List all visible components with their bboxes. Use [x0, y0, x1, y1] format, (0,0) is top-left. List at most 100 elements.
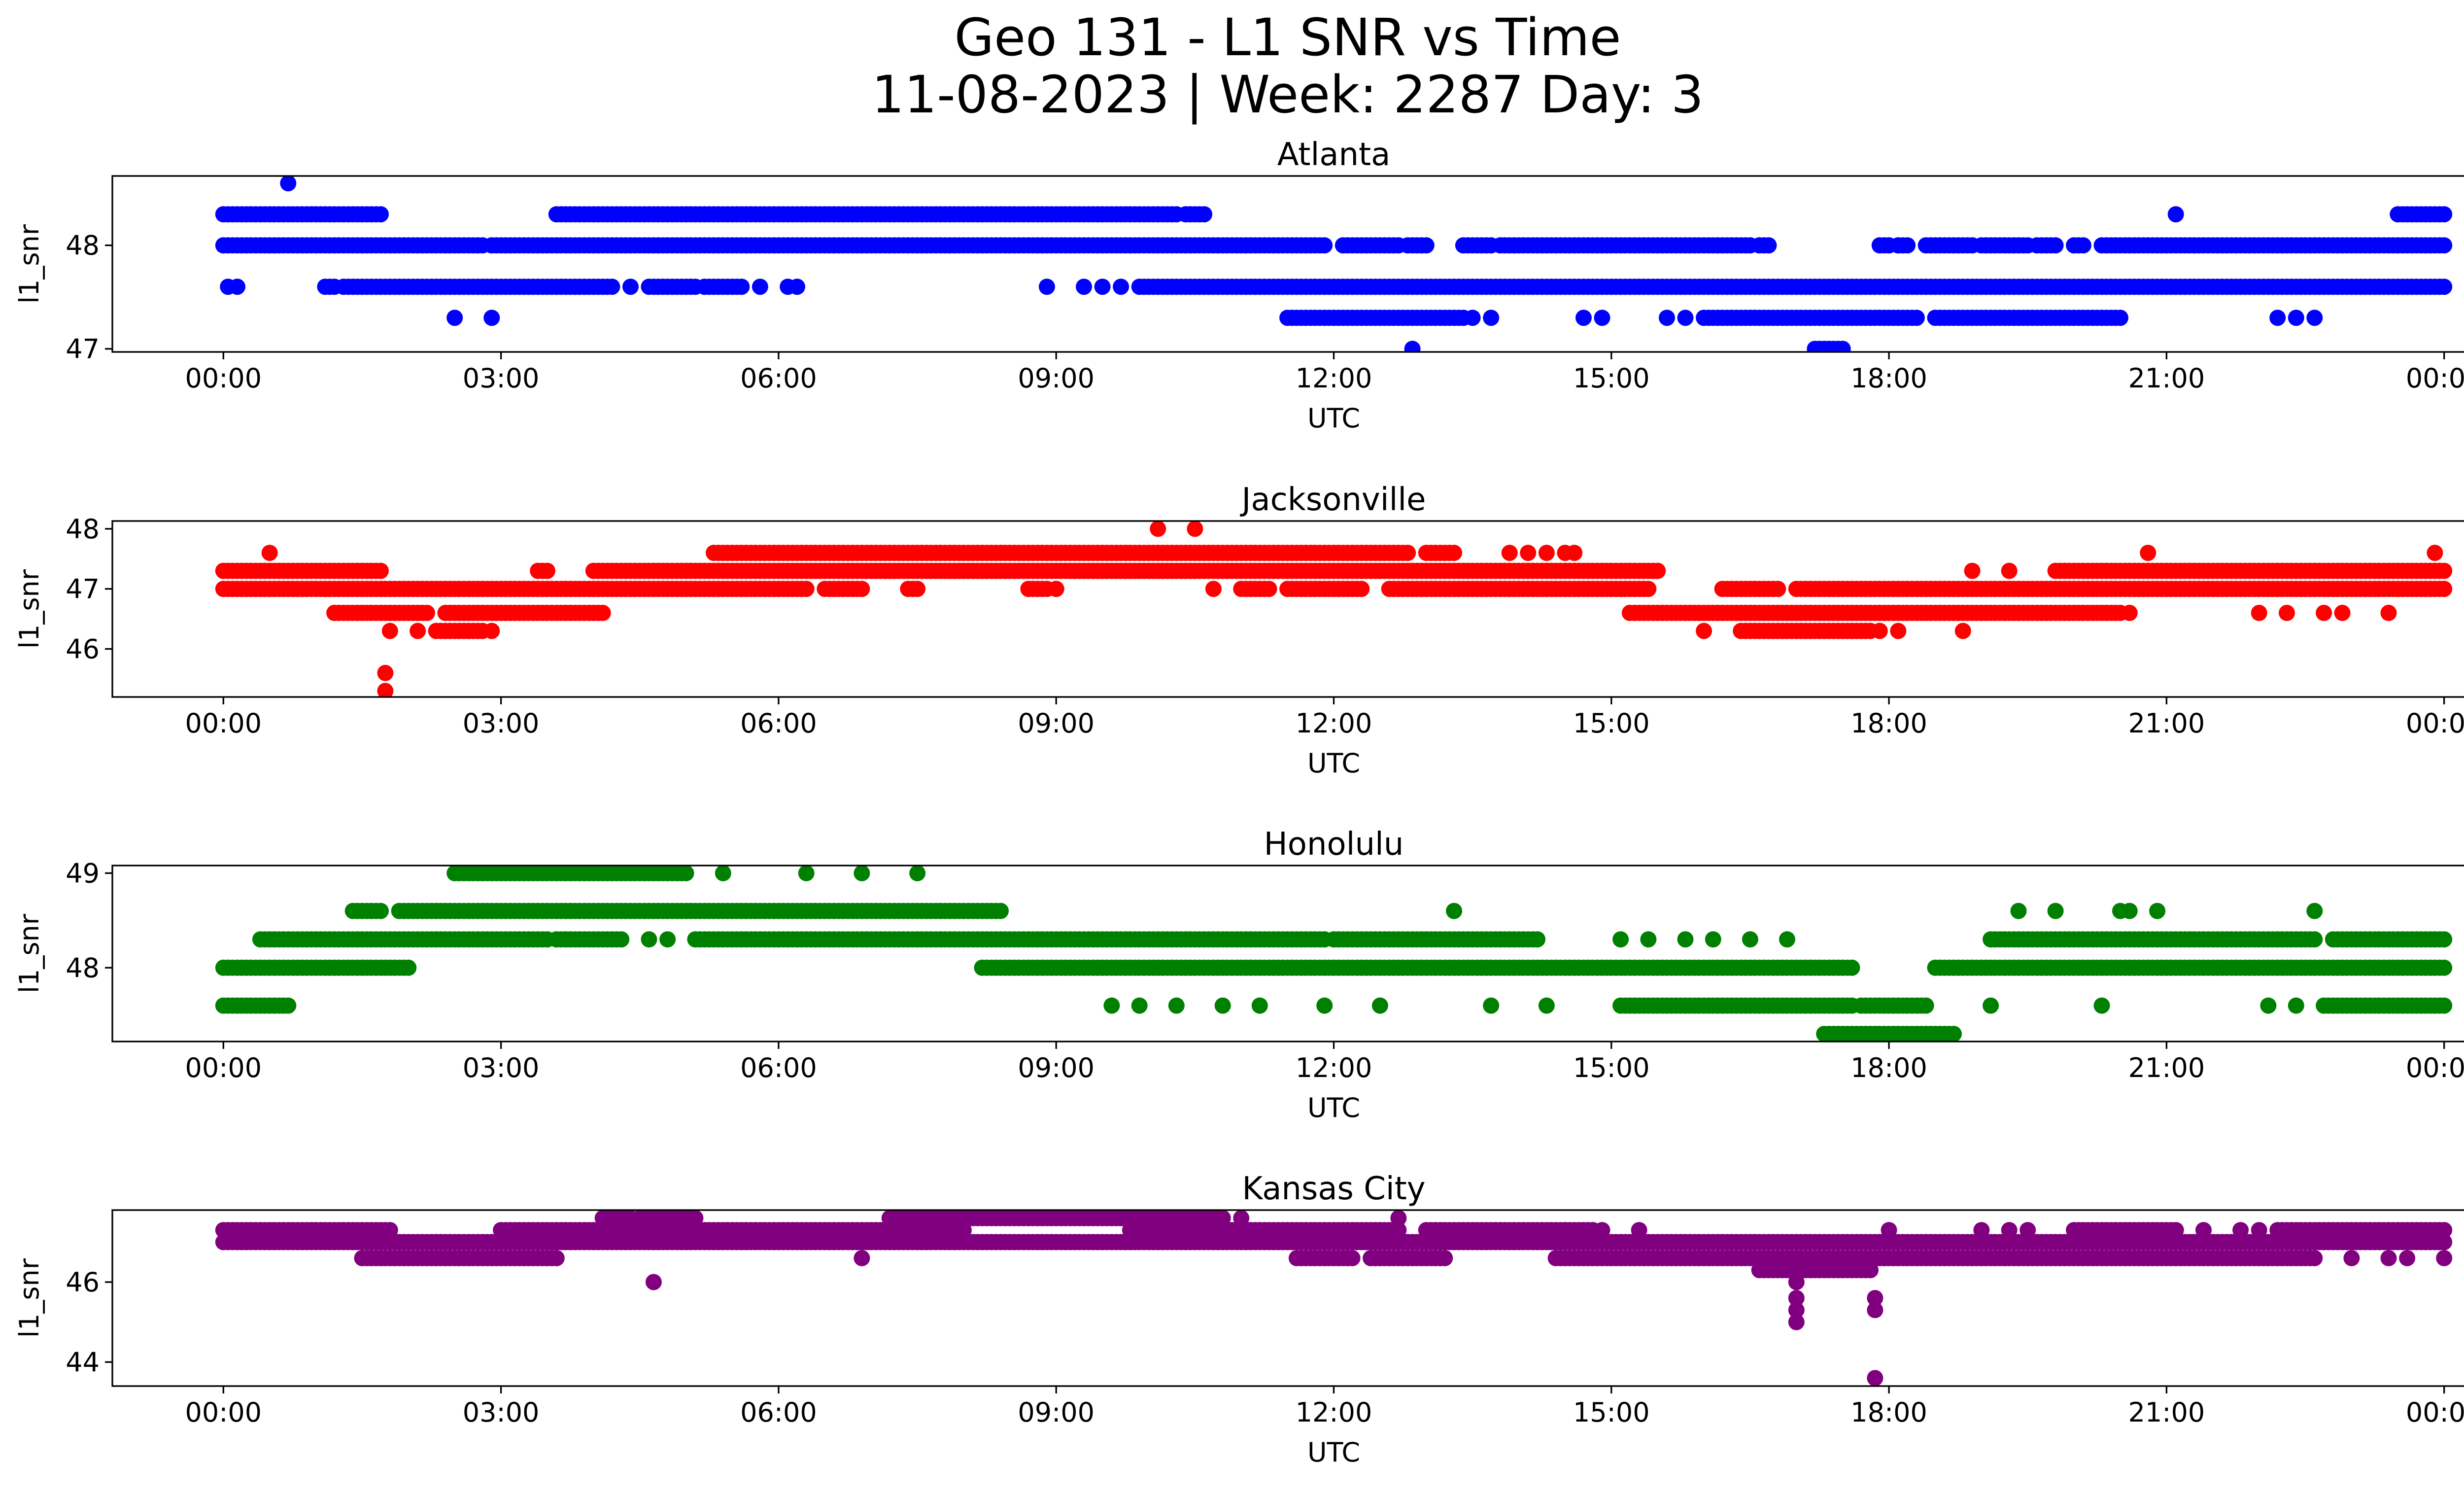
- x-tick-label: 18:00: [1850, 363, 1927, 394]
- data-point: [261, 545, 278, 561]
- x-tick-label: 18:00: [1850, 1397, 1927, 1428]
- x-tick-label: 00:00: [185, 1397, 262, 1428]
- data-point: [1076, 278, 1092, 295]
- data-point: [1538, 997, 1555, 1014]
- x-tick-label: 03:00: [463, 1397, 540, 1428]
- data-point: [622, 278, 639, 295]
- y-tick-label: 48: [66, 952, 100, 983]
- x-axis-label: UTC: [1307, 1437, 1360, 1468]
- data-point: [1788, 1314, 1805, 1330]
- data-point: [1529, 931, 1546, 948]
- data-point: [373, 562, 389, 579]
- x-tick-label: 00:00: [2406, 1397, 2464, 1428]
- data-point: [1973, 1222, 1990, 1239]
- data-point: [1168, 997, 1185, 1014]
- data-point: [446, 310, 463, 326]
- data-point: [1917, 997, 1934, 1014]
- data-point: [1788, 1302, 1805, 1319]
- x-tick-label: 03:00: [463, 1052, 540, 1083]
- data-point: [2316, 604, 2332, 621]
- data-point: [2436, 1250, 2453, 1266]
- data-point: [2001, 1222, 2018, 1239]
- data-point: [2408, 931, 2425, 948]
- x-tick-label: 06:00: [740, 1397, 817, 1428]
- y-tick-label: 47: [66, 574, 100, 605]
- data-point: [1867, 1302, 1883, 1319]
- data-point: [2436, 581, 2453, 597]
- x-tick-label: 06:00: [740, 363, 817, 394]
- subplot-title: Kansas City: [1242, 1171, 1425, 1207]
- data-point: [1659, 310, 1675, 326]
- x-tick-label: 12:00: [1296, 363, 1372, 394]
- data-point: [1867, 1290, 1883, 1306]
- x-tick-label: 00:00: [185, 708, 262, 739]
- data-point: [280, 997, 297, 1014]
- data-point: [854, 581, 870, 597]
- y-tick-label: 44: [66, 1347, 100, 1378]
- data-point: [1400, 545, 1416, 561]
- x-tick-label: 00:00: [2406, 363, 2464, 394]
- x-tick-label: 12:00: [1296, 708, 1372, 739]
- data-point: [1844, 959, 1860, 976]
- figure-title-line1: Geo 131 - L1 SNR vs Time: [954, 7, 1621, 68]
- data-point: [2121, 604, 2138, 621]
- data-point: [1483, 310, 1500, 326]
- data-point: [2001, 562, 2018, 579]
- data-point: [1899, 237, 1916, 254]
- data-point: [1094, 278, 1111, 295]
- series-points: [215, 176, 2453, 352]
- data-point: [789, 278, 805, 295]
- x-tick-label: 21:00: [2128, 1397, 2205, 1428]
- data-point: [1677, 310, 1694, 326]
- y-tick-label: 48: [66, 514, 100, 545]
- data-point: [645, 1274, 662, 1290]
- data-point: [1437, 1250, 1453, 1266]
- x-tick-label: 09:00: [1018, 1397, 1095, 1428]
- series-points: [215, 521, 2453, 697]
- data-point: [2380, 604, 2397, 621]
- data-point: [687, 1210, 704, 1226]
- data-point: [752, 278, 768, 295]
- data-point: [2436, 206, 2453, 223]
- data-point: [483, 623, 500, 639]
- data-point: [2019, 1222, 2036, 1239]
- data-point: [798, 581, 815, 597]
- data-point: [1871, 623, 1888, 639]
- data-point: [2167, 206, 2184, 223]
- x-tick-label: 12:00: [1296, 1397, 1372, 1428]
- data-point: [909, 581, 926, 597]
- data-point: [1631, 1222, 1647, 1239]
- x-tick-label: 15:00: [1573, 708, 1650, 739]
- data-point: [2436, 959, 2453, 976]
- data-point: [1575, 310, 1592, 326]
- data-point: [400, 959, 417, 976]
- x-tick-label: 21:00: [2128, 708, 2205, 739]
- data-point: [909, 866, 926, 881]
- data-point: [381, 1222, 398, 1239]
- x-tick-label: 03:00: [463, 363, 540, 394]
- data-point: [1390, 1210, 1407, 1226]
- x-tick-label: 18:00: [1850, 708, 1927, 739]
- data-point: [2269, 310, 2286, 326]
- data-point: [798, 866, 815, 881]
- x-tick-label: 21:00: [2128, 363, 2205, 394]
- x-tick-label: 06:00: [740, 1052, 817, 1083]
- y-tick-label: 47: [66, 334, 100, 365]
- data-point: [2195, 1222, 2212, 1239]
- data-point: [2436, 1222, 2453, 1239]
- data-point: [1316, 237, 1333, 254]
- data-point: [410, 623, 426, 639]
- data-point: [1483, 997, 1500, 1014]
- data-point: [1844, 623, 1860, 639]
- x-axis-label: UTC: [1307, 1092, 1360, 1123]
- data-point: [1464, 310, 1481, 326]
- y-axis-label: l1_snr: [14, 224, 45, 304]
- data-point: [1954, 623, 1971, 639]
- data-point: [613, 931, 630, 948]
- data-point: [1649, 562, 1666, 579]
- data-point: [2288, 997, 2304, 1014]
- data-point: [641, 931, 657, 948]
- data-point: [1770, 581, 1786, 597]
